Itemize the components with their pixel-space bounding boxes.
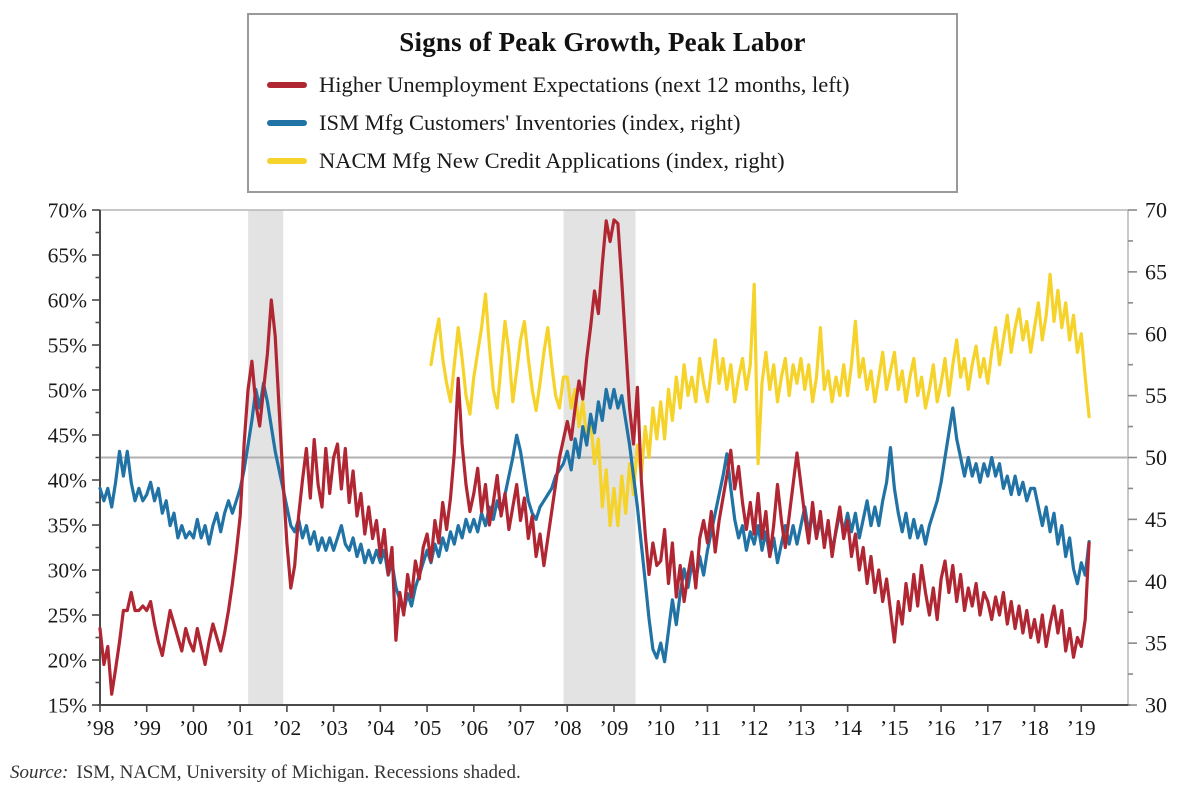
x-axis-tick-label: ’09 bbox=[600, 716, 629, 740]
legend-box: Signs of Peak Growth, Peak Labor Higher … bbox=[247, 13, 958, 193]
x-axis-tick-label: ’02 bbox=[273, 716, 302, 740]
left-axis-tick-label: 55% bbox=[48, 334, 88, 358]
right-axis-tick-label: 35 bbox=[1145, 631, 1167, 656]
x-axis-tick-label: ’14 bbox=[833, 716, 862, 740]
legend-label: Higher Unemployment Expectations (next 1… bbox=[319, 72, 850, 97]
legend-item-nacm-credit-applications: NACM Mfg New Credit Applications (index,… bbox=[267, 142, 956, 180]
right-axis-tick-label: 45 bbox=[1145, 507, 1167, 532]
chart-title: Signs of Peak Growth, Peak Labor bbox=[399, 27, 806, 57]
x-axis-tick-label: ’18 bbox=[1020, 716, 1049, 740]
left-axis-tick-label: 45% bbox=[48, 424, 88, 448]
left-axis-tick-label: 65% bbox=[48, 244, 88, 268]
nacm-mfg-new-credit-applications-index-right-line bbox=[429, 272, 1091, 528]
x-axis-tick-label: ’08 bbox=[553, 716, 582, 740]
x-axis-tick-label: ’04 bbox=[366, 716, 395, 740]
left-axis-tick-label: 70% bbox=[48, 199, 88, 223]
x-axis-tick-label: ’15 bbox=[880, 716, 909, 740]
x-axis-tick-label: ’06 bbox=[459, 716, 488, 740]
source-text: ISM, NACM, University of Michigan. Reces… bbox=[76, 762, 521, 783]
legend-label: ISM Mfg Customers' Inventories (index, r… bbox=[319, 110, 741, 135]
x-axis-tick-label: ’13 bbox=[787, 716, 816, 740]
legend-item-unemployment-expectations: Higher Unemployment Expectations (next 1… bbox=[267, 66, 956, 104]
x-axis-tick-label: ’07 bbox=[506, 716, 535, 740]
x-axis-tick-label: ’99 bbox=[132, 716, 161, 740]
x-axis-tick-label: ’19 bbox=[1067, 716, 1096, 740]
blue-line-swatch-icon bbox=[267, 120, 307, 126]
higher-unemployment-expectations-next-12-months-left-line bbox=[98, 218, 1091, 696]
x-axis-tick-label: ’05 bbox=[413, 716, 442, 740]
yellow-line-swatch-icon bbox=[267, 158, 307, 164]
x-axis-tick-label: ’00 bbox=[179, 716, 208, 740]
right-axis-tick-label: 65 bbox=[1145, 259, 1167, 284]
x-axis-tick-label: ’03 bbox=[319, 716, 348, 740]
legend-item-ism-customers-inventories: ISM Mfg Customers' Inventories (index, r… bbox=[267, 104, 956, 142]
left-axis-tick-label: 30% bbox=[48, 559, 88, 583]
red-line-swatch-icon bbox=[267, 82, 307, 88]
x-axis-tick-label: ’16 bbox=[927, 716, 956, 740]
legend-items: Higher Unemployment Expectations (next 1… bbox=[267, 66, 956, 180]
legend-label: NACM Mfg New Credit Applications (index,… bbox=[319, 148, 785, 173]
left-axis-tick-label: 15% bbox=[48, 694, 88, 718]
right-axis-tick-label: 70 bbox=[1145, 198, 1167, 223]
x-axis-tick-label: ’17 bbox=[973, 716, 1002, 740]
left-axis-tick-label: 20% bbox=[48, 649, 88, 673]
x-axis-tick-label: ’98 bbox=[86, 716, 115, 740]
left-axis-tick-label: 50% bbox=[48, 379, 88, 403]
right-axis-tick-label: 30 bbox=[1145, 693, 1167, 718]
left-axis-tick-label: 60% bbox=[48, 289, 88, 313]
right-axis-tick-label: 60 bbox=[1145, 321, 1167, 346]
right-axis-tick-label: 40 bbox=[1145, 569, 1167, 594]
source-note: Source: ISM, NACM, University of Michigan… bbox=[10, 762, 521, 784]
left-axis-tick-label: 40% bbox=[48, 469, 88, 493]
source-label: Source: bbox=[10, 762, 69, 783]
right-axis-tick-label: 55 bbox=[1145, 383, 1167, 408]
right-axis-tick-label: 50 bbox=[1145, 445, 1167, 470]
x-axis-tick-label: ’01 bbox=[226, 716, 255, 740]
left-axis-tick-label: 25% bbox=[48, 604, 88, 628]
x-axis-tick-label: ’12 bbox=[740, 716, 769, 740]
x-axis-tick-label: ’10 bbox=[646, 716, 675, 740]
left-axis-tick-label: 35% bbox=[48, 514, 88, 538]
x-axis-tick-label: ’11 bbox=[694, 716, 722, 740]
